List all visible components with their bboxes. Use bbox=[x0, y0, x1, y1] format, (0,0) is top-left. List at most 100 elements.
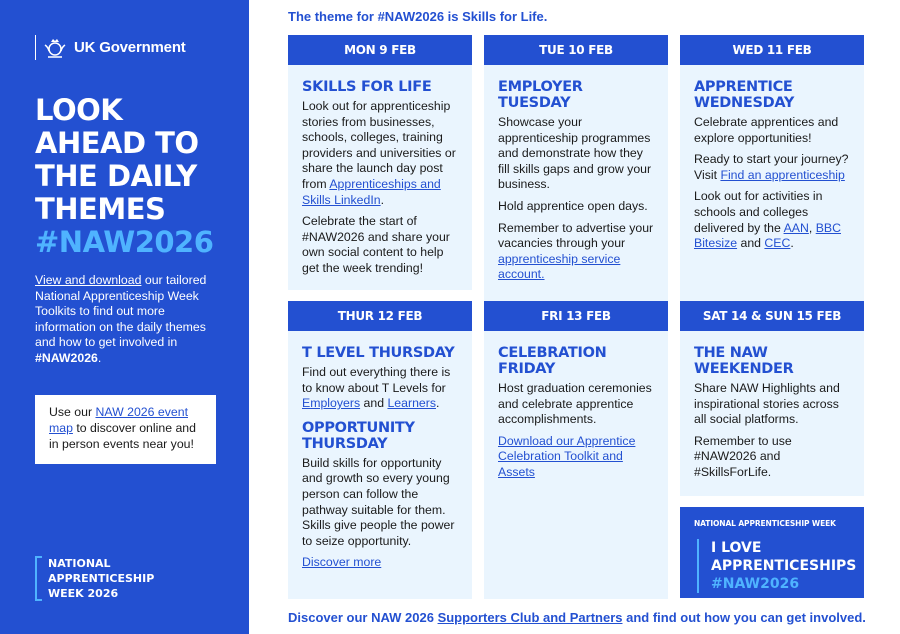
theme-paragraph: Celebrate the start of #NAW2026 and shar… bbox=[302, 214, 460, 276]
resource-link[interactable]: Learners bbox=[387, 396, 436, 411]
supporters-club-link[interactable]: Supporters Club and Partners bbox=[437, 610, 623, 625]
text-segment: . bbox=[436, 396, 440, 411]
text-segment: and bbox=[737, 236, 765, 251]
theme-title: APPRENTICE WEDNESDAY bbox=[694, 79, 795, 111]
naw-logo-line: APPRENTICESHIP bbox=[48, 572, 155, 585]
resource-link[interactable]: BBC Bitesize bbox=[694, 220, 841, 251]
text-segment: Remember to advertise your vacancies thr… bbox=[498, 220, 654, 251]
day-header: WED 11 FEB bbox=[680, 35, 864, 65]
event-map-link[interactable]: NAW 2026 event map bbox=[49, 405, 188, 435]
resource-link[interactable]: Employers bbox=[302, 396, 361, 411]
day-card-body: EMPLOYER TUESDAY Showcase your apprentice… bbox=[484, 65, 668, 333]
intro-text: View and download our tailored National … bbox=[35, 273, 215, 366]
day-header: SAT 14 & SUN 15 FEB bbox=[680, 301, 864, 331]
theme-paragraph: Download our Apprentice Celebration Tool… bbox=[498, 434, 656, 481]
text-segment: Celebrate apprentices and explore opport… bbox=[694, 115, 839, 145]
theme-line: The theme for #NAW2026 is Skills for Lif… bbox=[288, 9, 548, 24]
naw-logo-line: WEEK 2026 bbox=[48, 587, 119, 600]
resource-link[interactable]: AAN bbox=[783, 220, 809, 235]
footer-post: and find out how you can get involved. bbox=[622, 610, 866, 625]
text-segment: Hold apprentice open days. bbox=[498, 198, 648, 213]
theme-paragraph: Remember to use #NAW2026 and #SkillsForL… bbox=[694, 434, 852, 481]
resource-link[interactable]: Find an apprenticeship bbox=[720, 167, 845, 182]
theme-paragraph: Look out for activities in schools and c… bbox=[694, 189, 852, 251]
text-segment: Host graduation ceremonies and celebrate… bbox=[498, 381, 652, 427]
banner-main: I LOVE APPRENTICESHIPS #NAW2026 bbox=[697, 539, 856, 593]
text-segment: Look out for apprenticeship stories from… bbox=[302, 99, 456, 191]
day-card: FRI 13 FEB CELEBRATION FRIDAY Host graduat… bbox=[484, 301, 668, 599]
day-card: MON 9 FEB SKILLS FOR LIFE Look out for app… bbox=[288, 35, 472, 290]
theme-paragraph: Share NAW Highlights and inspirational s… bbox=[694, 381, 852, 428]
resource-link[interactable]: Discover more bbox=[302, 555, 382, 570]
text-segment: Remember to use #NAW2026 and #SkillsForL… bbox=[694, 433, 792, 479]
day-header: MON 9 FEB bbox=[288, 35, 472, 65]
text-segment: Showcase your apprenticeship programmes … bbox=[498, 115, 652, 192]
view-download-link[interactable]: View and download bbox=[35, 273, 142, 287]
theme-title: EMPLOYER TUESDAY bbox=[498, 79, 583, 111]
text-segment: Look out for activities in schools and c… bbox=[694, 189, 823, 235]
banner-hashtag: #NAW2026 bbox=[711, 576, 800, 592]
naw-logo: NATIONAL APPRENTICESHIP WEEK 2026 bbox=[35, 556, 154, 601]
footer-text: Discover our NAW 2026 Supporters Club an… bbox=[288, 610, 866, 625]
banner-line: APPRENTICESHIPS bbox=[711, 558, 857, 574]
sidebar: UK Government LOOK AHEAD TO THE DAILY TH… bbox=[0, 0, 249, 634]
day-card-body: CELEBRATION FRIDAY Host graduation ceremo… bbox=[484, 331, 668, 599]
theme-paragraph: Remember to advertise your vacancies thr… bbox=[498, 221, 656, 283]
text-segment: Ready to start your journey? Visit bbox=[694, 152, 849, 182]
uk-government-logo: UK Government bbox=[35, 35, 186, 60]
intro-end: . bbox=[97, 350, 102, 365]
resource-link[interactable]: CEC bbox=[764, 236, 791, 251]
theme-title: THE NAW WEEKENDER bbox=[694, 345, 794, 377]
headline-hashtag: #NAW2026 bbox=[35, 225, 214, 259]
headline: LOOK AHEAD TO THE DAILY THEMES #NAW2026 bbox=[35, 93, 214, 259]
day-card: TUE 10 FEB EMPLOYER TUESDAY Showcase your … bbox=[484, 35, 668, 333]
resource-link[interactable]: Download our Apprentice Celebration Tool… bbox=[498, 433, 636, 479]
headline-line: AHEAD TO bbox=[35, 126, 199, 160]
day-header: TUE 10 FEB bbox=[484, 35, 668, 65]
theme-title: CELEBRATION FRIDAY bbox=[498, 345, 607, 377]
day-card: WED 11 FEB APPRENTICE WEDNESDAY Celebrate … bbox=[680, 35, 864, 333]
logo-text: UK Government bbox=[74, 39, 186, 56]
theme-paragraph: Host graduation ceremonies and celebrate… bbox=[498, 381, 656, 428]
headline-line: LOOK bbox=[35, 93, 123, 127]
theme-title: SKILLS FOR LIFE bbox=[302, 79, 432, 95]
text-segment: Share NAW Highlights and inspirational s… bbox=[694, 381, 840, 427]
text-segment: . bbox=[790, 236, 794, 251]
theme-title: OPPORTUNITY THURSDAY bbox=[302, 419, 415, 452]
text-segment: and bbox=[360, 396, 388, 411]
theme-paragraph: Look out for apprenticeship stories from… bbox=[302, 99, 460, 208]
day-header: THUR 12 FEB bbox=[288, 301, 472, 331]
theme-paragraph: Build skills for opportunity and growth … bbox=[302, 456, 460, 550]
footer-pre: Discover our NAW 2026 bbox=[288, 610, 438, 625]
theme-paragraph: Hold apprentice open days. bbox=[498, 199, 656, 215]
theme-paragraph: Ready to start your journey? Visit Find … bbox=[694, 152, 852, 183]
theme-paragraph: Find out everything there is to know abo… bbox=[302, 365, 460, 412]
theme-paragraph: Celebrate apprentices and explore opport… bbox=[694, 115, 852, 146]
text-segment: Find out everything there is to know abo… bbox=[302, 365, 451, 395]
text-segment: . bbox=[380, 192, 385, 207]
intro-body: our tailored National Apprenticeship Wee… bbox=[35, 273, 207, 349]
day-card: SAT 14 & SUN 15 FEB THE NAW WEEKENDER Shar… bbox=[680, 301, 864, 496]
map-post: to discover online and in person events … bbox=[49, 421, 196, 451]
banner-top: NATIONAL APPRENTICESHIP WEEK bbox=[694, 519, 836, 528]
theme-paragraph: Showcase your apprenticeship programmes … bbox=[498, 115, 656, 193]
event-map-box: Use our NAW 2026 event map to discover o… bbox=[35, 395, 216, 464]
royal-crest-icon bbox=[44, 38, 66, 58]
day-card-body: SKILLS FOR LIFE Look out for apprenticesh… bbox=[288, 65, 472, 290]
text-segment: Celebrate the start of #NAW2026 and shar… bbox=[302, 214, 450, 275]
headline-line: THEMES bbox=[35, 192, 166, 226]
resource-link[interactable]: apprenticeship service account. bbox=[498, 251, 621, 282]
text-segment: Build skills for opportunity and growth … bbox=[302, 455, 455, 548]
day-card-body: APPRENTICE WEDNESDAY Celebrate apprentice… bbox=[680, 65, 864, 333]
resource-link[interactable]: Apprenticeships and Skills LinkedIn bbox=[302, 176, 441, 207]
day-header: FRI 13 FEB bbox=[484, 301, 668, 331]
headline-line: THE DAILY bbox=[35, 159, 197, 193]
i-love-apprenticeships-banner: NATIONAL APPRENTICESHIP WEEK I LOVE APPR… bbox=[680, 507, 864, 598]
naw-logo-line: NATIONAL bbox=[48, 557, 111, 570]
text-segment: , bbox=[808, 220, 816, 235]
theme-title: T LEVEL THURSDAY bbox=[302, 345, 455, 361]
banner-line: I LOVE bbox=[711, 540, 762, 556]
day-card-body: T LEVEL THURSDAY Find out everything ther… bbox=[288, 331, 472, 599]
day-card-body: THE NAW WEEKENDER Share NAW Highlights an… bbox=[680, 331, 864, 496]
intro-hashtag: #NAW2026 bbox=[35, 350, 98, 365]
